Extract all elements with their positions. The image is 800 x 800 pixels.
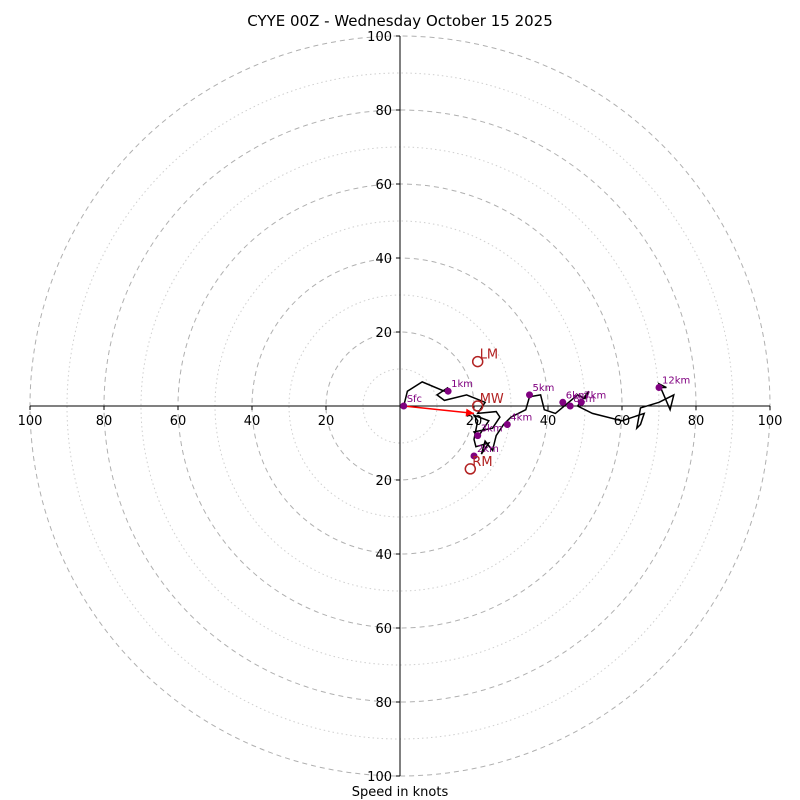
height-marker-dot <box>559 398 567 406</box>
tick-label-bottom: 80 <box>375 696 392 711</box>
height-marker-dot <box>474 432 482 440</box>
height-marker-label: 3km <box>481 424 503 435</box>
tick-label-bottom: 40 <box>375 548 392 563</box>
tick-label-right: 20 <box>466 414 483 429</box>
shear-arrow-head <box>465 408 474 417</box>
height-marker-label: 1km <box>451 379 473 390</box>
height-marker-dot <box>503 421 511 428</box>
tick-label-top: 60 <box>375 178 392 193</box>
height-marker-label: 7km <box>584 390 606 401</box>
storm-motion-marker <box>471 355 484 368</box>
height-marker-label: Sfc <box>407 394 422 405</box>
tick-label-left: 60 <box>170 414 187 429</box>
tick-label-top: 100 <box>367 30 392 45</box>
height-marker-dot <box>400 402 408 410</box>
shear-arrow-shaft <box>403 405 475 415</box>
wind-trace <box>402 381 675 455</box>
tick-label-left: 40 <box>244 414 261 429</box>
height-marker-dot <box>566 402 574 410</box>
height-marker-label: 5km <box>533 383 555 394</box>
tick-label-bottom: 100 <box>367 770 392 785</box>
storm-motion-marker <box>464 463 477 475</box>
tick-label-left: 80 <box>96 414 113 429</box>
tick-label-bottom: 20 <box>375 474 392 489</box>
tick-label-right: 100 <box>758 414 783 429</box>
height-marker-label: 12km <box>662 376 690 387</box>
tick-label-top: 20 <box>375 326 392 341</box>
height-marker-label: 8km <box>573 394 595 405</box>
tick-label-left: 20 <box>318 414 335 429</box>
tick-label-right: 40 <box>540 414 557 429</box>
tick-label-bottom: 60 <box>375 622 392 637</box>
wind-trace-line <box>402 381 675 455</box>
storm-motion-label: MW <box>480 392 504 407</box>
height-marker-dot <box>655 384 663 391</box>
tick-labels: 1001008080606040402020202040406060808010… <box>18 30 783 785</box>
height-marker-dot <box>470 452 478 460</box>
storm-motion-marker <box>471 400 484 412</box>
chart-title: CYYE 00Z - Wednesday October 15 2025 <box>247 12 553 30</box>
tick-label-top: 40 <box>375 252 392 267</box>
storm-motion-label: LM <box>480 348 498 363</box>
storm-motion-markers: LM MW RM <box>464 348 504 475</box>
tick-label-top: 80 <box>375 104 392 119</box>
height-marker-dot <box>444 387 452 395</box>
axes <box>30 36 770 776</box>
tick-label-right: 80 <box>688 414 705 429</box>
height-marker-label: 6km <box>566 390 588 401</box>
shear-vector <box>403 405 475 417</box>
height-marker-dot <box>577 398 585 406</box>
x-axis-label: Speed in knots <box>352 785 449 800</box>
height-marker-label: 4km <box>510 413 532 424</box>
storm-motion-label: RM <box>472 455 492 470</box>
tick-label-left: 100 <box>18 414 43 429</box>
height-marker-label: 2km <box>477 444 499 455</box>
height-marker-dot <box>526 391 533 399</box>
